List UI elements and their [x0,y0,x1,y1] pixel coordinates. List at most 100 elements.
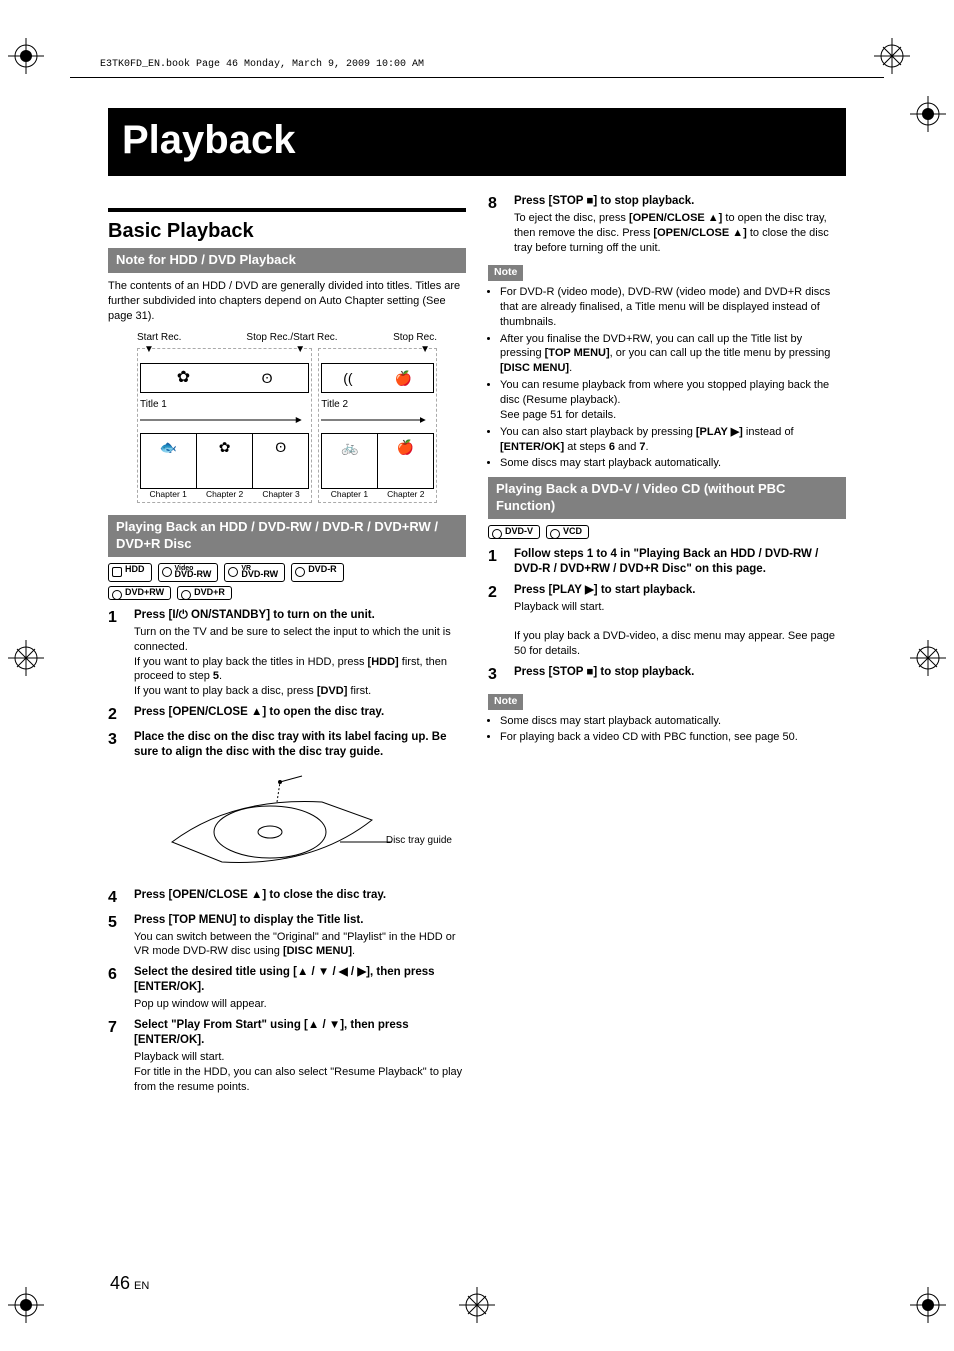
step-head: Press [OPEN/CLOSE ▲] to close the disc t… [134,888,466,903]
step-2: 2 Press [OPEN/CLOSE ▲] to open the disc … [108,705,466,726]
sub-heading-note-hdd: Note for HDD / DVD Playback [108,248,466,273]
note-bullets: For DVD-R (video mode), DVD-RW (video mo… [488,285,846,471]
step-number: 8 [488,194,504,257]
right-column: 8 Press [STOP ■] to stop playback. To ej… [488,194,846,1098]
crop-mark-icon [8,38,44,74]
note-bullet: Some discs may start playback automatica… [500,456,846,471]
step-number: 3 [488,665,504,686]
step-4: 4 Press [OPEN/CLOSE ▲] to close the disc… [108,888,466,909]
note-bullet: Some discs may start playback automatica… [500,714,846,729]
page-number-value: 46 [110,1273,130,1293]
dvdv-step-2: 2 Press [PLAY ▶] to start playback. Play… [488,583,846,661]
diagram-t2-ch1: Chapter 1 [321,489,377,500]
step-number: 1 [488,547,504,579]
disc-tray-guide-label: Disc tray guide [386,834,452,847]
diagram-chapter: 🚲 [321,433,378,489]
page: E3TK0FD_EN.book Page 46 Monday, March 9,… [0,0,954,1351]
step-number: 5 [108,913,124,962]
media-icon: VideoDVD-RW [158,563,219,583]
diagram-chapter: ʘ [253,433,309,489]
step-number: 2 [488,583,504,661]
media-icon: DVD+RW [108,586,171,600]
diagram-t2-ch2: Chapter 2 [378,489,434,500]
crop-mark-icon [8,1287,44,1323]
step-6: 6 Select the desired title using [▲ / ▼ … [108,965,466,1014]
disc-tray-figure: Disc tray guide [162,772,412,882]
diagram-t1-ch3: Chapter 3 [253,489,309,500]
step-head: Press [STOP ■] to stop playback. [514,665,846,680]
note-label: Note [488,265,523,281]
step-head: Press [STOP ■] to stop playback. [514,194,846,209]
sub-heading-playback-dvdv: Playing Back a DVD-V / Video CD (without… [488,477,846,519]
crop-mark-icon [910,640,946,676]
crop-mark-icon [8,640,44,676]
media-icons-row: HDD VideoDVD-RW VRDVD-RW DVD-R [108,563,466,583]
step-head: Press [OPEN/CLOSE ▲] to open the disc tr… [134,705,466,720]
step-body-text: You can switch between the "Original" an… [134,930,466,960]
note-bullet: For playing back a video CD with PBC fun… [500,730,846,745]
diagram-label-mid: Stop Rec./Start Rec. [211,331,373,344]
media-icon: VRDVD-RW [224,563,285,583]
diagram-title-1: ▼ ▼ ✿ ʘ Title 1 🐟 ✿ ʘ [137,348,312,502]
note-bullet: You can also start playback by pressing … [500,425,846,455]
note-label: Note [488,694,523,710]
step-number: 6 [108,965,124,1014]
step-5: 5 Press [TOP MENU] to display the Title … [108,913,466,962]
media-icons-row: DVD+RW DVD+R [108,586,466,600]
media-icon: VCD [546,525,589,539]
note-bullet: After you finalise the DVD+RW, you can c… [500,332,846,377]
page-number: 46 EN [110,1272,149,1295]
recording-diagram: Start Rec. Stop Rec./Start Rec. Stop Rec… [137,331,437,502]
step-body-text: Turn on the TV and be sure to select the… [134,625,466,699]
step-number: 2 [108,705,124,726]
diagram-title-2: ▼ (( 🍎 Title 2 🚲 🍎 [318,348,437,502]
step-head: Place the disc on the disc tray with its… [134,730,466,760]
step-number: 7 [108,1018,124,1096]
step-3: 3 Place the disc on the disc tray with i… [108,730,466,762]
step-head: Select the desired title using [▲ / ▼ / … [134,965,466,995]
diagram-t1-ch2: Chapter 2 [196,489,252,500]
left-column: Basic Playback Note for HDD / DVD Playba… [108,194,466,1098]
step-1: 1 Press [I/⏻ ON/STANDBY] to turn on the … [108,608,466,701]
section-title: Basic Playback [108,218,466,244]
chapter-title: Playback [108,108,846,176]
diagram-chapter: 🍎 [378,433,434,489]
step-head: Press [TOP MENU] to display the Title li… [134,913,466,928]
crop-mark-icon [874,38,910,74]
dvdv-step-3: 3 Press [STOP ■] to stop playback. [488,665,846,686]
step-head: Select "Play From Start" using [▲ / ▼], … [134,1018,466,1048]
header-rule [70,77,884,78]
sub-heading-playback-hdd: Playing Back an HDD / DVD-RW / DVD-R / D… [108,515,466,557]
dvdv-step-1: 1 Follow steps 1 to 4 in "Playing Back a… [488,547,846,579]
step-7: 7 Select "Play From Start" using [▲ / ▼]… [108,1018,466,1096]
crop-mark-icon [459,1287,495,1323]
diagram-title1-label: Title 1 [140,395,309,414]
note-bullets: Some discs may start playback automatica… [488,714,846,746]
step-head: Follow steps 1 to 4 in "Playing Back an … [514,547,846,577]
media-icon: DVD+R [177,586,232,600]
header-file-info: E3TK0FD_EN.book Page 46 Monday, March 9,… [100,58,884,71]
step-number: 4 [108,888,124,909]
step-number: 3 [108,730,124,762]
step-body-text: Playback will start.For title in the HDD… [134,1050,466,1095]
media-icons-row: DVD-V VCD [488,525,846,539]
crop-mark-icon [910,96,946,132]
diagram-chapter: 🐟 [140,433,197,489]
note-bullet: For DVD-R (video mode), DVD-RW (video mo… [500,285,846,330]
media-icon: DVD-V [488,525,540,539]
step-head: Press [PLAY ▶] to start playback. [514,583,846,598]
diagram-t1-ch1: Chapter 1 [140,489,196,500]
note-bullet: You can resume playback from where you s… [500,378,846,423]
diagram-title2-label: Title 2 [321,395,434,414]
step-body-text: Pop up window will appear. [134,997,466,1012]
note-hdd-body: The contents of an HDD / DVD are general… [108,279,466,324]
page-lang: EN [134,1280,149,1292]
section-rule [108,208,466,212]
crop-mark-icon [910,1287,946,1323]
step-body-text: Playback will start.If you play back a D… [514,600,846,659]
step-8: 8 Press [STOP ■] to stop playback. To ej… [488,194,846,257]
media-icon: DVD-R [291,563,344,583]
step-head: Press [I/⏻ ON/STANDBY] to turn on the un… [134,608,466,623]
diagram-chapter: ✿ [197,433,253,489]
step-number: 1 [108,608,124,701]
